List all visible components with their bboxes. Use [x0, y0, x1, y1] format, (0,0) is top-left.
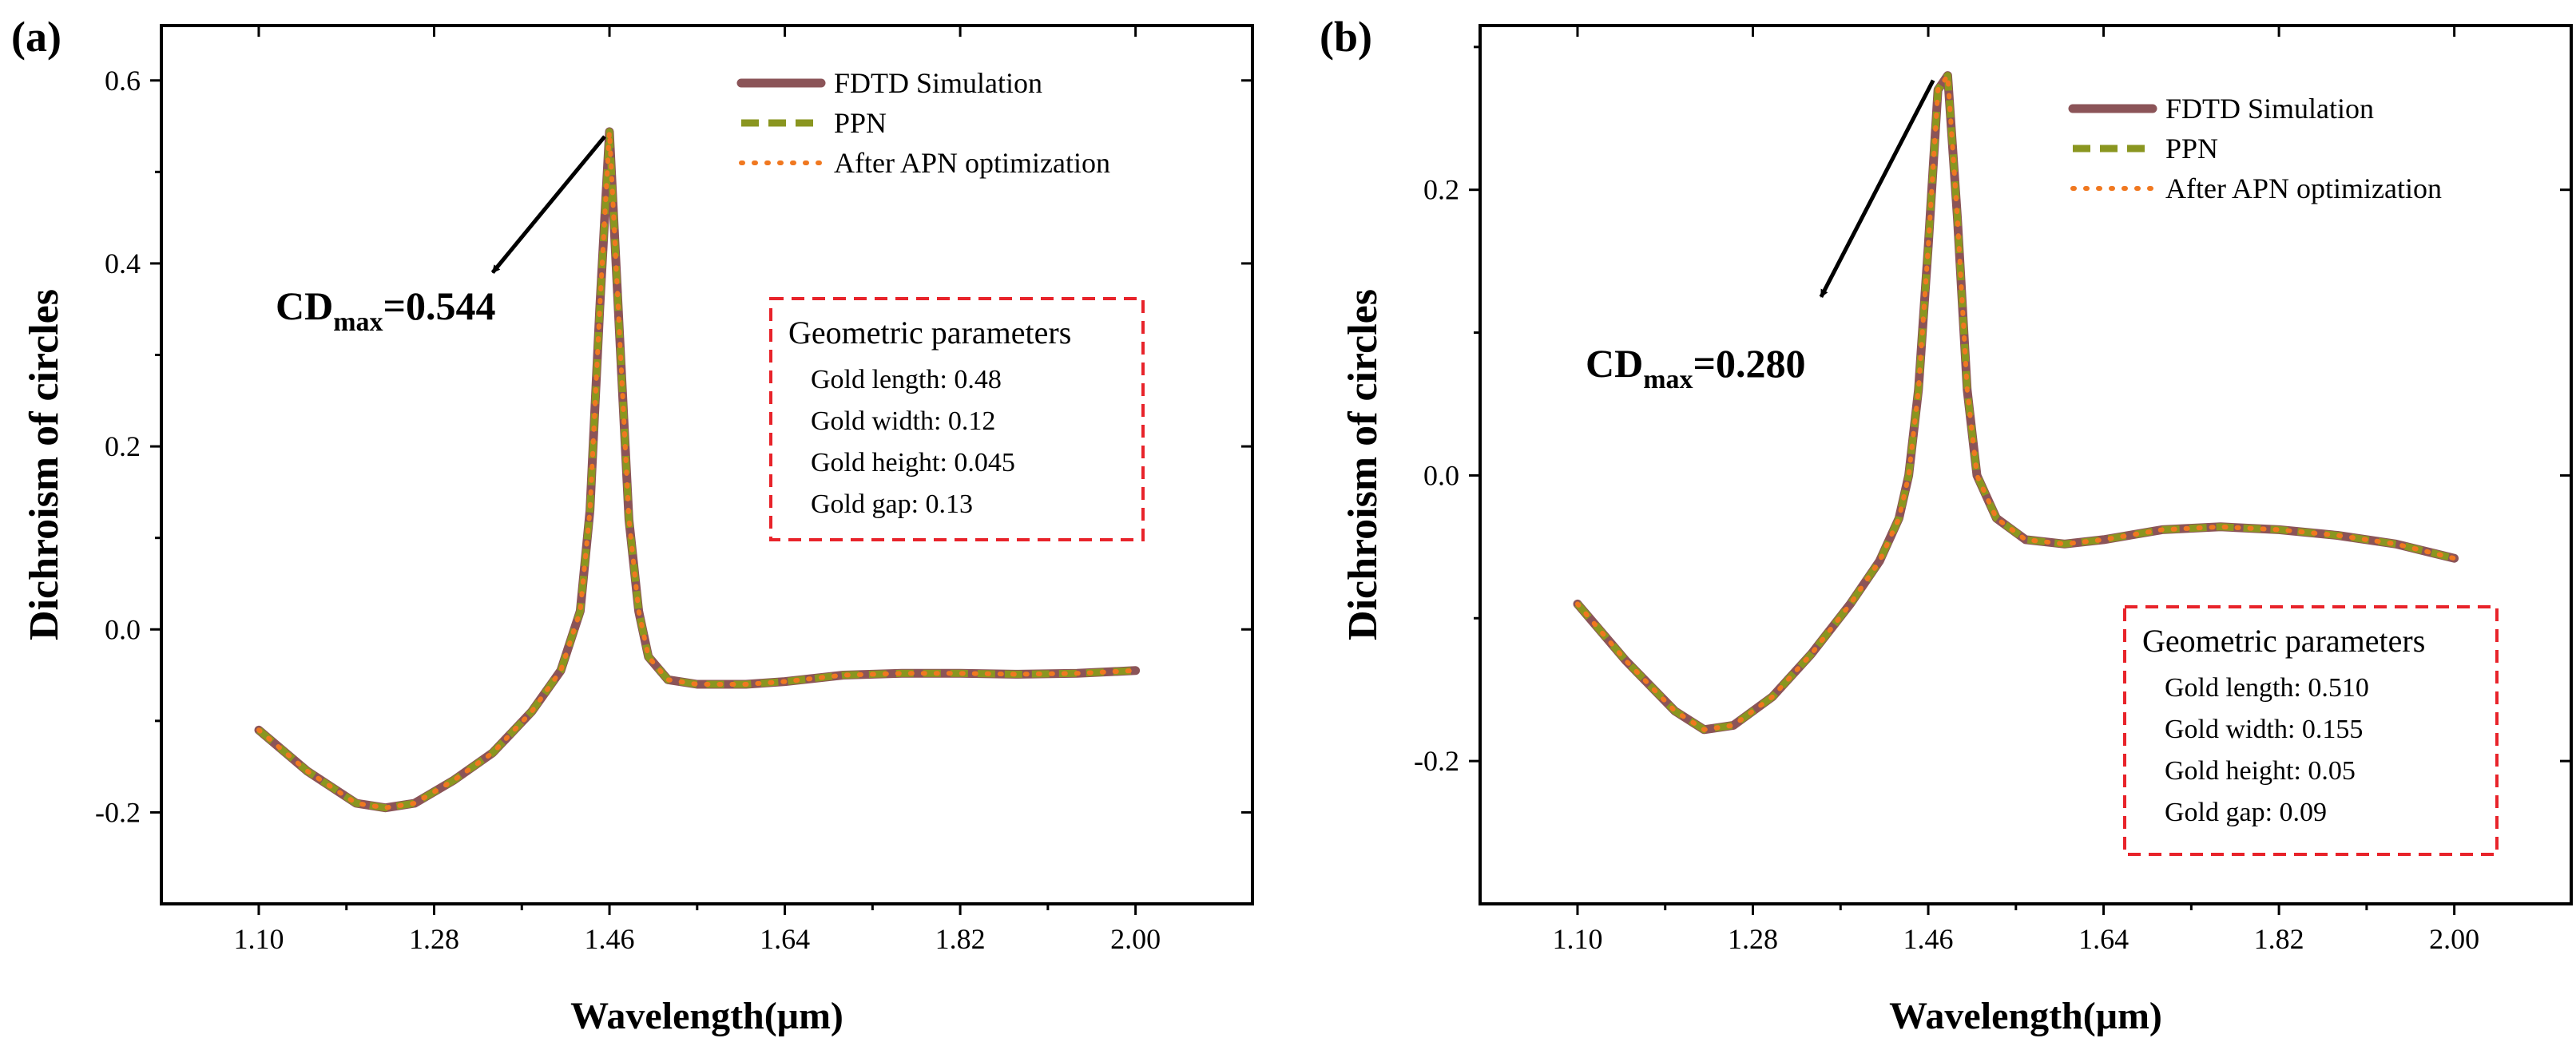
cd-prefix: CD — [1586, 341, 1643, 386]
y-tick-label: 0.2 — [1423, 174, 1459, 206]
x-tick-label: 1.82 — [935, 923, 986, 955]
cd-max-arrow — [1819, 79, 1935, 298]
params-box — [769, 297, 1145, 541]
legend-label: After APN optimization — [834, 147, 1110, 179]
legend-label: After APN optimization — [2165, 172, 2442, 204]
params-title: Geometric parameters — [2142, 623, 2425, 659]
plot-frame — [160, 24, 1254, 905]
cd-value: =0.280 — [1693, 341, 1806, 386]
x-tick-label: 1.82 — [2254, 923, 2304, 955]
cd-value: =0.544 — [383, 283, 496, 328]
x-tick-label: 1.28 — [409, 923, 459, 955]
legend-label: PPN — [2165, 133, 2218, 164]
params-line: Gold length: 0.510 — [2165, 673, 2369, 703]
y-tick-label: 0.6 — [105, 65, 141, 97]
y-axis-label: Dichroism of circles — [1340, 289, 1386, 640]
panel-label: (b) — [1320, 13, 1372, 61]
series-line-after-apn-optimization — [1575, 73, 2457, 732]
plot-frame — [1479, 24, 2573, 905]
x-tick-label: 2.00 — [1110, 923, 1161, 955]
cd-max-annotation: CDmax=0.280 — [1586, 341, 1806, 394]
cd-prefix: CD — [276, 283, 333, 328]
y-tick-label: 0.0 — [105, 613, 141, 645]
params-line: Gold width: 0.155 — [2165, 715, 2363, 744]
x-tick-label: 1.64 — [2078, 923, 2129, 955]
y-tick-label: 0.0 — [1423, 459, 1459, 491]
x-tick-label: 1.64 — [760, 923, 810, 955]
y-tick-label: -0.2 — [95, 796, 141, 828]
x-tick-label: 1.46 — [585, 923, 635, 955]
params-line: Gold gap: 0.13 — [811, 489, 973, 519]
x-tick-label: 1.10 — [1552, 923, 1602, 955]
x-axis-label: Wavelength(μm) — [570, 995, 843, 1037]
y-axis-label: Dichroism of circles — [22, 289, 67, 640]
legend-label: FDTD Simulation — [834, 67, 1042, 99]
params-line: Gold height: 0.045 — [811, 448, 1015, 477]
y-tick-label: 0.2 — [105, 430, 141, 462]
x-tick-label: 1.28 — [1728, 923, 1778, 955]
cd-subscript: max — [1643, 365, 1693, 394]
params-line: Gold height: 0.05 — [2165, 756, 2356, 786]
cd-max-annotation: CDmax=0.544 — [276, 283, 496, 337]
params-title: Geometric parameters — [788, 315, 1071, 351]
x-tick-label: 1.46 — [1903, 923, 1954, 955]
series-line-ppn — [256, 128, 1136, 812]
params-line: Gold length: 0.48 — [811, 365, 1002, 394]
panel-a: (a) 1.10 1.28 1.46 1.64 1.82 2.00 -0.2 0.0 0.2 0.4… — [11, 13, 1254, 1037]
y-tick-label: -0.2 — [1414, 745, 1459, 777]
y-tick-label: 0.4 — [105, 248, 141, 279]
cd-max-arrow — [490, 135, 606, 274]
cd-subscript: max — [333, 307, 383, 337]
x-axis-label: Wavelength(μm) — [1889, 995, 2162, 1037]
params-line: Gold gap: 0.09 — [2165, 798, 2327, 827]
x-tick-label: 2.00 — [2429, 923, 2479, 955]
legend-label: FDTD Simulation — [2165, 93, 2374, 125]
params-line: Gold width: 0.12 — [811, 406, 995, 436]
panel-b: (b) 1.10 1.28 1.46 1.64 1.82 2.00 -0.2 0.0 0.2 Wav… — [1320, 13, 2573, 1037]
legend-label: PPN — [834, 107, 887, 139]
x-tick-label: 1.10 — [233, 923, 284, 955]
panel-label: (a) — [11, 13, 62, 61]
